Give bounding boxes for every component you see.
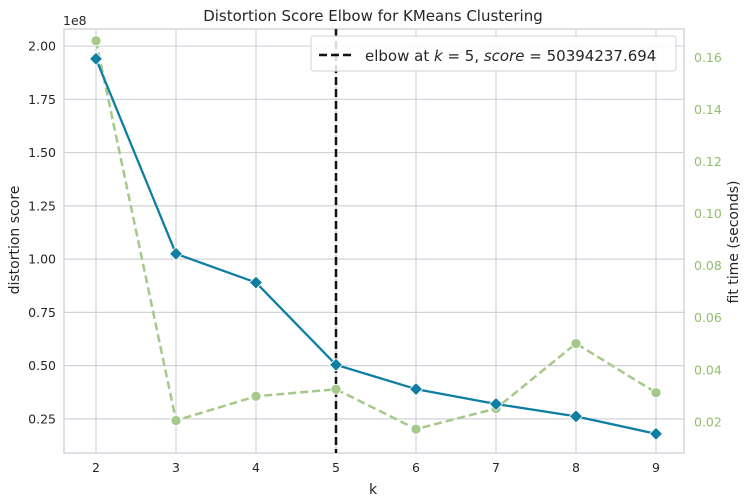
y2-tick-label: 0.08 — [694, 258, 722, 273]
fit-time-point — [170, 415, 182, 426]
x-tick-label: 2 — [92, 460, 100, 475]
y-tick-label: 0.25 — [28, 411, 56, 426]
plot-frame — [63, 28, 685, 454]
fit-time-series — [90, 35, 662, 435]
distortion-point — [488, 396, 504, 412]
distortion-point — [328, 357, 344, 372]
fit-time-point — [330, 383, 342, 395]
distortion-point — [648, 426, 664, 441]
legend-box — [310, 35, 677, 72]
x-tick-label: 3 — [172, 460, 180, 475]
y-tick-label: 1.25 — [28, 198, 56, 213]
x-tick-label: 9 — [652, 460, 660, 475]
fit-time-point — [410, 423, 422, 435]
y-tick-label: 1.00 — [28, 252, 56, 267]
legend-prefix: elbow at — [365, 47, 434, 65]
distortion-point — [568, 409, 584, 424]
y-offset-label: 1e8 — [63, 13, 87, 28]
legend-k-var: k — [434, 47, 444, 65]
x-tick-label: 4 — [252, 460, 260, 475]
y2-tick-labels: 0.02 0.04 0.06 0.08 0.10 0.12 0.14 0.16 — [694, 50, 722, 429]
distortion-point — [88, 51, 104, 66]
y2-tick-label: 0.16 — [694, 50, 722, 65]
y-tick-labels: 0.25 0.50 0.75 1.00 1.25 1.50 1.75 2.00 — [28, 39, 56, 427]
fit-time-point — [90, 35, 102, 47]
y2-tick-label: 0.04 — [694, 362, 722, 377]
fit-time-point — [250, 390, 262, 402]
distortion-point — [168, 246, 184, 261]
legend: elbow at k = 5, score = 50394237.694 — [310, 35, 677, 72]
x-tick-label: 7 — [492, 460, 500, 475]
y-tick-label: 0.50 — [28, 358, 56, 373]
x-axis-label: k — [369, 482, 378, 498]
y2-tick-label: 0.02 — [694, 414, 722, 429]
distortion-point — [408, 382, 424, 397]
y-tick-label: 1.75 — [28, 92, 56, 107]
y2-tick-label: 0.14 — [694, 102, 722, 117]
y-tick-label: 0.75 — [28, 305, 56, 320]
fit-time-point — [570, 338, 582, 349]
x-tick-label: 5 — [332, 460, 340, 475]
y-tick-label: 2.00 — [28, 39, 56, 54]
distortion-point — [248, 275, 264, 290]
y-tick-label: 1.50 — [28, 145, 56, 160]
y2-tick-label: 0.12 — [694, 154, 722, 169]
distortion-series — [88, 51, 664, 441]
fit-time-line — [94, 40, 657, 431]
y2-tick-label: 0.06 — [694, 310, 722, 325]
legend-label: elbow at k = 5, score = 50394237.694 — [365, 47, 656, 65]
x-tick-labels: 2 3 4 5 6 7 8 9 — [92, 460, 660, 475]
legend-k-value: = 5, — [443, 47, 484, 65]
y-axis-label: distortion score — [7, 186, 23, 295]
y2-axis-label: fit time (seconds) — [726, 181, 742, 304]
x-tick-label: 6 — [412, 460, 420, 475]
distortion-line — [94, 58, 657, 435]
legend-score-var: score — [484, 47, 525, 65]
x-tick-label: 8 — [572, 460, 580, 475]
fit-time-point — [650, 387, 662, 399]
y-gridlines — [64, 45, 684, 420]
y2-tick-label: 0.10 — [694, 206, 722, 221]
chart-title: Distortion Score Elbow for KMeans Cluste… — [203, 7, 543, 25]
legend-score-value: = 50394237.694 — [525, 47, 657, 65]
